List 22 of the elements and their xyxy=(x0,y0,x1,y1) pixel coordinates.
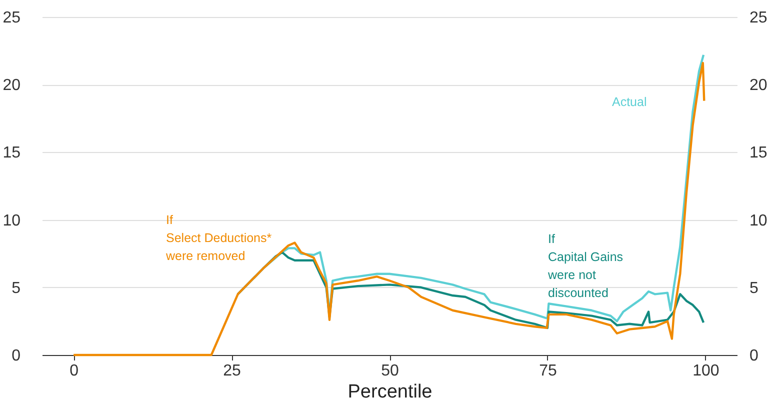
series-label: If Select Deductions* were removed xyxy=(165,213,272,263)
y-tick-label: 25 xyxy=(2,10,21,26)
x-tick-label: 0 xyxy=(70,362,79,380)
y-tick-label: 5 xyxy=(12,280,21,297)
line-series xyxy=(72,62,706,356)
y2-tick-label: 0 xyxy=(750,348,758,364)
series-label: If Capital Gains were not discounted xyxy=(547,232,624,300)
y-tick-label: 10 xyxy=(2,212,21,230)
y2-tick-label: 5 xyxy=(750,280,758,297)
y2-tick-label: 10 xyxy=(750,212,768,230)
y-tick-label: 20 xyxy=(2,77,21,94)
y-tick-label: 0 xyxy=(12,348,21,364)
x-tick-label: 75 xyxy=(539,362,557,380)
y2-tick-label: 15 xyxy=(750,144,768,162)
x-tick-label: 100 xyxy=(692,362,720,380)
x-axis-title: Percentile xyxy=(348,382,432,402)
text: Actual xyxy=(612,95,647,109)
x-tick-label: 25 xyxy=(223,362,242,380)
y2-tick-label: 25 xyxy=(750,10,768,26)
y2-tick-label: 20 xyxy=(750,77,768,94)
y-tick-label: 15 xyxy=(2,144,21,162)
x-tick-label: 50 xyxy=(381,362,399,380)
